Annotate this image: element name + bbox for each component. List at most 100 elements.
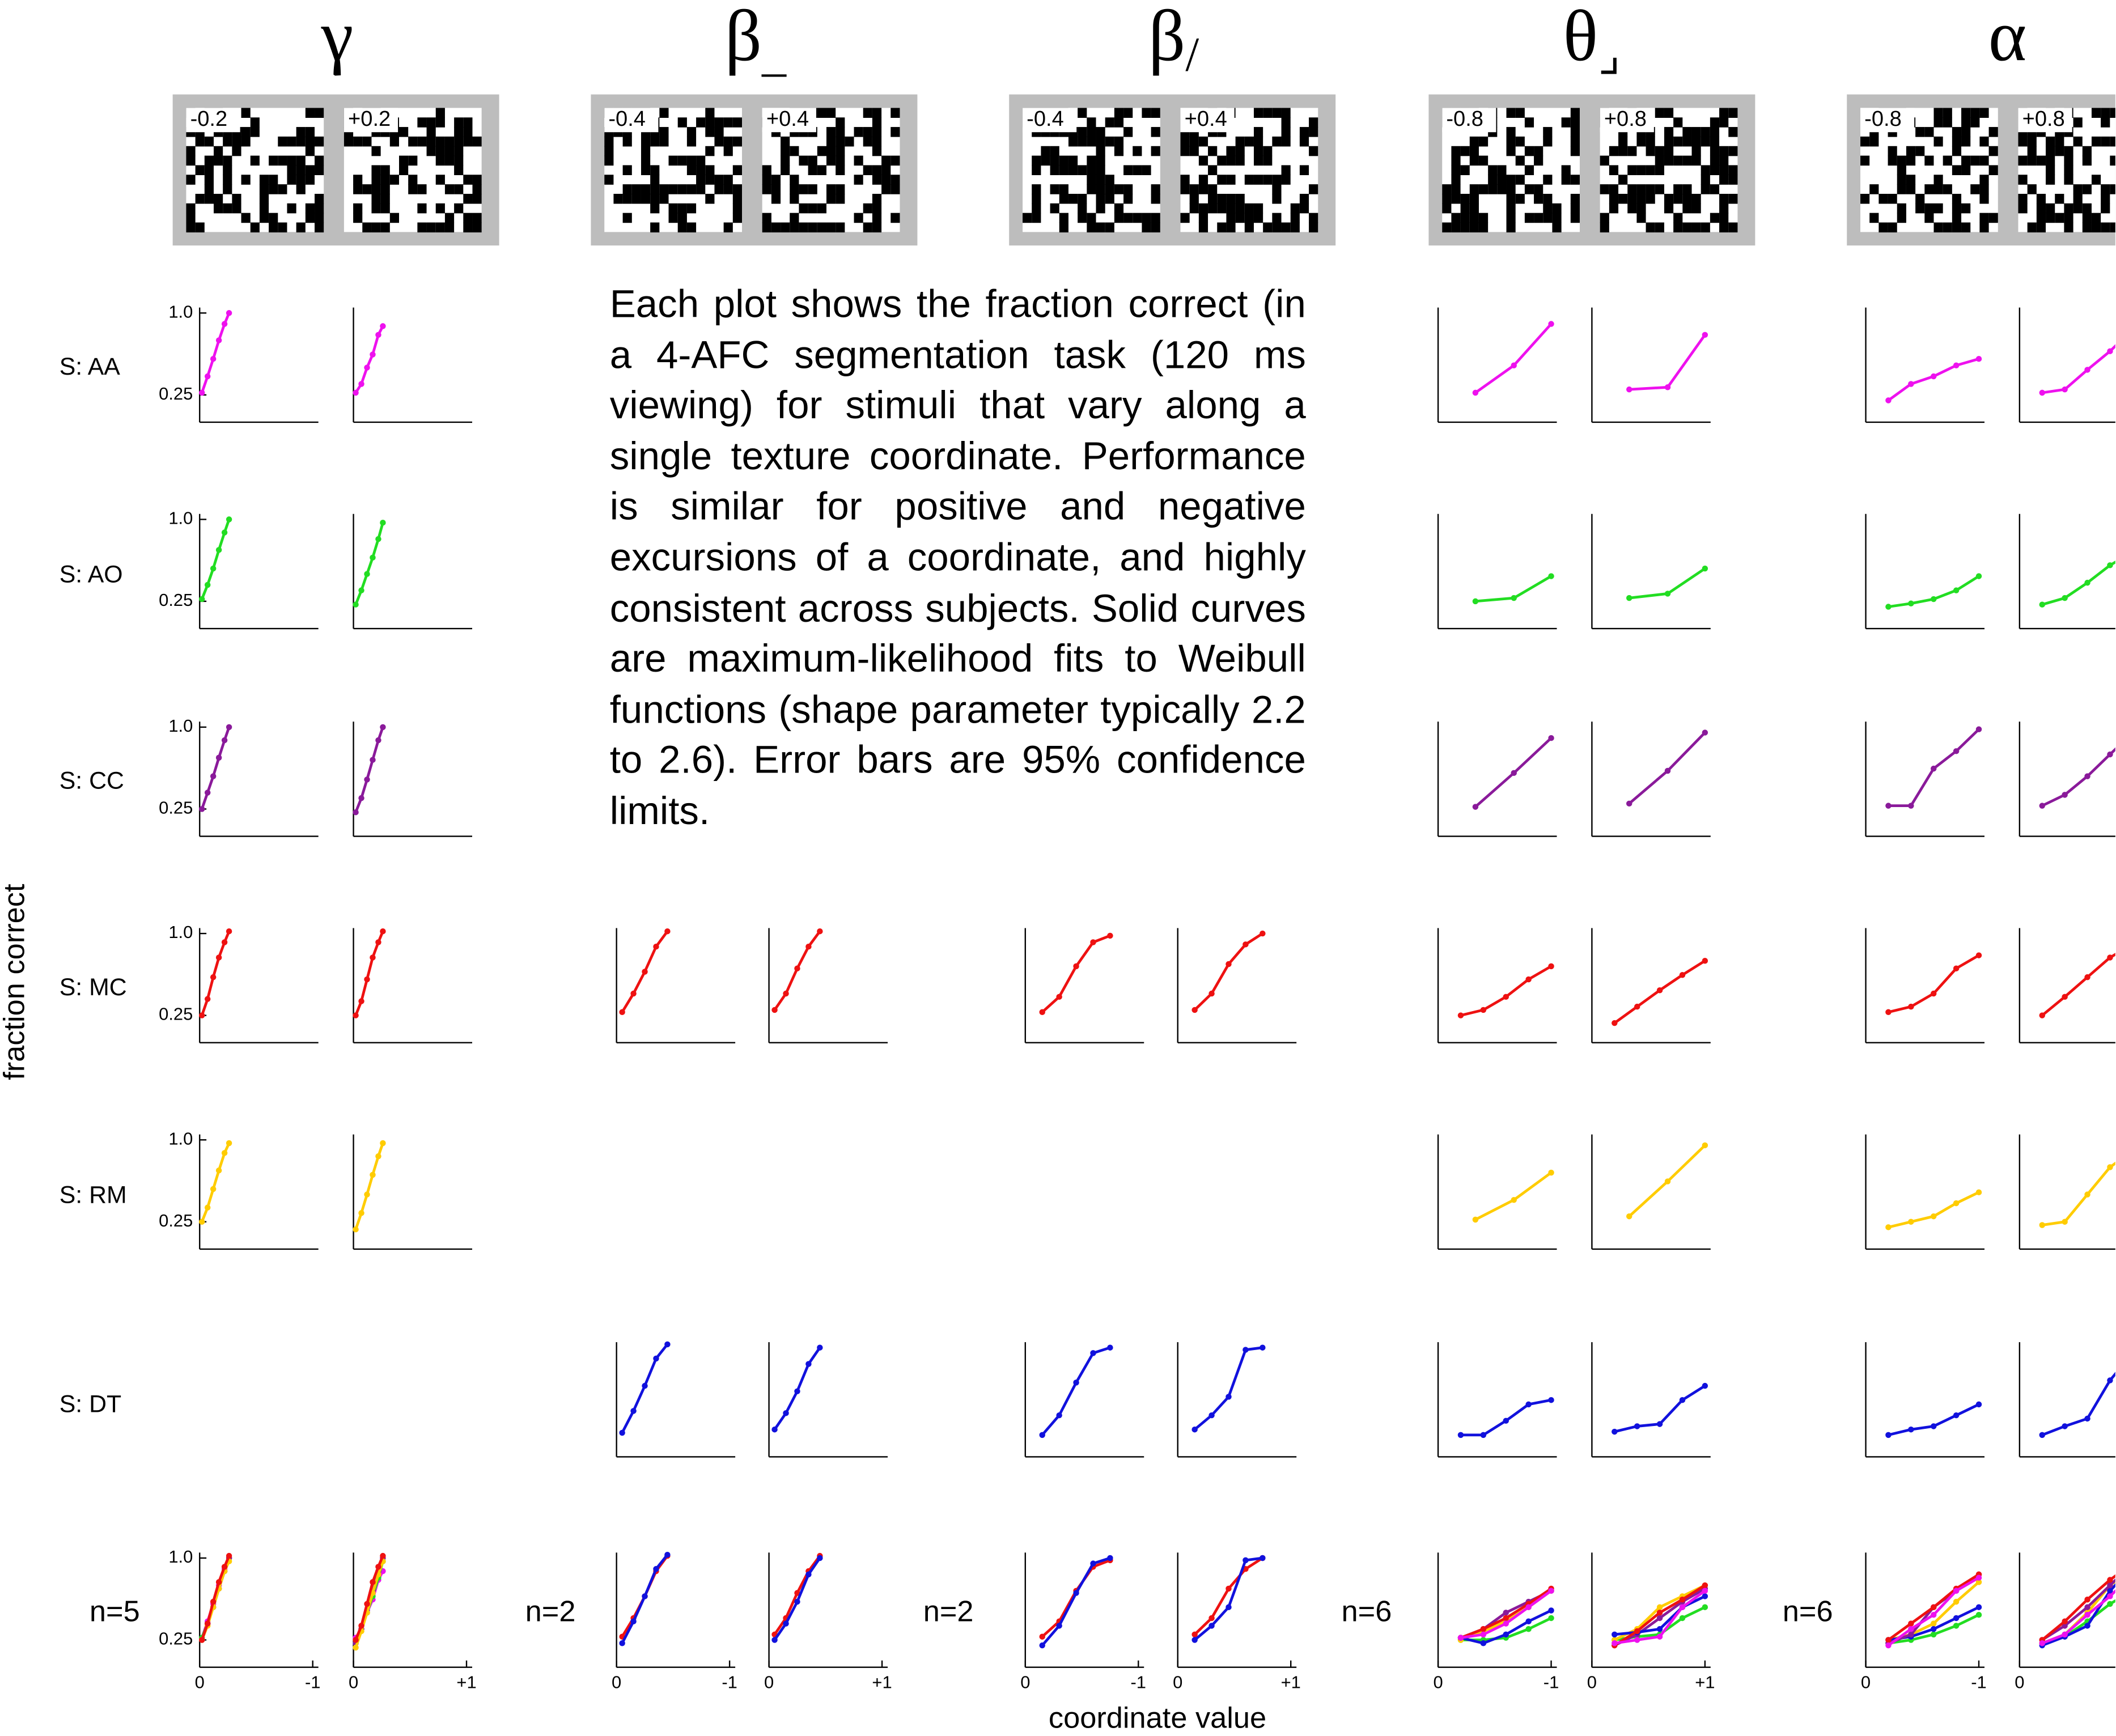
data-line [1195, 1558, 1263, 1640]
texture-cell [214, 194, 223, 204]
texture-cell [2046, 146, 2055, 156]
data-point [353, 601, 358, 607]
texture-cell [724, 223, 733, 233]
data-point [1908, 1219, 1914, 1224]
texture-cell [1618, 194, 1627, 204]
texture-cell [223, 137, 232, 147]
data-point [353, 809, 358, 815]
texture-cell [771, 184, 781, 194]
texture-cell [1096, 194, 1105, 204]
texture-cell [669, 156, 678, 166]
texture-cell [1096, 184, 1105, 194]
texture-cell [1673, 213, 1682, 223]
texture-cell [659, 127, 668, 137]
texture-cell [1655, 223, 1664, 233]
texture-cell [2028, 184, 2037, 194]
data-point [2084, 1597, 2090, 1602]
data-point [380, 520, 385, 525]
data-line [1042, 936, 1110, 1012]
texture-cell [1461, 213, 1470, 223]
texture-cell [2028, 223, 2037, 233]
data-point [1702, 566, 1708, 571]
texture-cell [1199, 175, 1208, 185]
texture-cell [1719, 175, 1728, 185]
texture-cell [1507, 194, 1516, 204]
texture-cell [771, 223, 781, 233]
data-point [1657, 987, 1663, 993]
texture-cell [1096, 127, 1105, 137]
texture-cell [872, 223, 881, 233]
texture-cell [872, 117, 881, 128]
texture-cell [1254, 156, 1263, 166]
data-point [1548, 1588, 1554, 1594]
texture-cell [436, 156, 445, 166]
texture-cell [1254, 213, 1263, 223]
data-line [1629, 335, 1705, 389]
texture-cell [399, 127, 408, 137]
texture-cell [306, 175, 315, 185]
texture-cell [1609, 184, 1618, 194]
texture-cell [1133, 165, 1142, 175]
data-point [642, 969, 647, 974]
data-point [1473, 599, 1478, 604]
texture-cell [1525, 165, 1534, 175]
data-point [1503, 1632, 1509, 1637]
texture-cell [1952, 165, 1961, 175]
texture-cell [371, 146, 380, 156]
texture-cell [381, 223, 390, 233]
data-point [1548, 963, 1554, 969]
data-point [1931, 766, 1936, 771]
texture-cell [1291, 203, 1300, 214]
texture-cell [1571, 117, 1580, 128]
data-point [1073, 1590, 1079, 1595]
data-point [1481, 1432, 1486, 1438]
texture-cell [241, 137, 251, 147]
texture-cell [287, 165, 296, 175]
data-point [222, 321, 227, 326]
data-point [2107, 1377, 2113, 1383]
data-point [1931, 596, 1936, 602]
x-tick-label: -1 [305, 1672, 321, 1692]
texture-cell [826, 127, 836, 137]
texture-cell [1236, 203, 1245, 214]
texture-cell [454, 137, 463, 147]
texture-cell [2092, 223, 2101, 233]
data-point [226, 1140, 232, 1146]
texture-cell [1673, 184, 1682, 194]
texture-cell [1461, 194, 1470, 204]
texture-cell [1682, 194, 1691, 204]
data-point [1702, 1582, 1708, 1588]
texture-cell [2055, 213, 2064, 223]
texture-cell [641, 165, 650, 175]
texture-cell [2018, 156, 2027, 166]
data-point [1976, 356, 1982, 362]
texture-cell [1451, 194, 1460, 204]
data-point [370, 351, 375, 357]
texture-cell [186, 146, 195, 156]
data-point [1885, 1009, 1891, 1015]
data-point [375, 1153, 381, 1159]
data-point [199, 1012, 205, 1018]
row-label: S: AO [60, 561, 123, 588]
column-title: α [1988, 0, 2026, 76]
texture-cell [1105, 137, 1114, 147]
data-point [205, 1620, 210, 1626]
texture-cell [1979, 184, 1988, 194]
texture-cell [353, 213, 362, 223]
data-point [1243, 941, 1248, 947]
texture-cell [687, 203, 696, 214]
texture-cell [1226, 175, 1235, 185]
texture-cell [1032, 156, 1041, 166]
texture-cell [1924, 156, 1933, 166]
texture-cell [817, 203, 826, 214]
texture-cell [445, 146, 454, 156]
texture-cell [2055, 146, 2064, 156]
texture-cell [1534, 156, 1543, 166]
texture-cell [1701, 127, 1710, 137]
data-point [216, 1168, 222, 1173]
data-point [1908, 381, 1914, 387]
row-label: S: MC [60, 974, 127, 1001]
data-point [1056, 994, 1062, 1000]
texture-cell [1190, 184, 1199, 194]
data-point [1908, 803, 1914, 808]
